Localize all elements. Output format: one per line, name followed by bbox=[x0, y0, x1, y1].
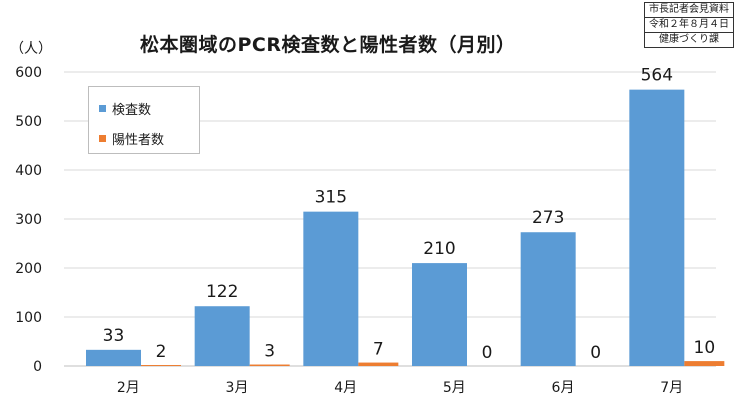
data-label-positives: 10 bbox=[694, 338, 716, 358]
x-tick-label: 2月 bbox=[117, 380, 140, 396]
legend-label-tests: 検査数 bbox=[112, 103, 152, 118]
data-label-positives: 0 bbox=[482, 343, 493, 363]
x-tick-label: 5月 bbox=[443, 380, 466, 396]
y-tick-label: 300 bbox=[15, 212, 42, 228]
x-tick-label: 3月 bbox=[226, 380, 249, 396]
chart-title: 松本圏域のPCR検査数と陽性者数（月別） bbox=[140, 34, 516, 56]
legend-swatch-positives bbox=[99, 135, 106, 142]
y-tick-label: 500 bbox=[15, 114, 42, 130]
y-tick-label: 600 bbox=[15, 65, 42, 81]
chart-legend: 検査数 陽性者数 bbox=[88, 86, 200, 154]
y-axis-unit-label: （人） bbox=[10, 41, 52, 57]
y-tick-label: 0 bbox=[33, 359, 42, 375]
stamp-line-3: 健康づくり課 bbox=[659, 34, 719, 45]
data-label-tests: 315 bbox=[315, 188, 347, 208]
data-label-tests: 210 bbox=[423, 239, 455, 259]
bar-tests bbox=[629, 89, 685, 366]
data-label-positives: 3 bbox=[264, 342, 275, 362]
data-label-tests: 122 bbox=[206, 282, 238, 302]
bar-tests bbox=[303, 211, 359, 366]
y-tick-label: 100 bbox=[15, 310, 42, 326]
x-tick-label: 4月 bbox=[334, 380, 357, 396]
bar-tests bbox=[520, 232, 576, 366]
bar-positives bbox=[684, 361, 725, 366]
legend-label-positives: 陽性者数 bbox=[112, 133, 165, 148]
data-label-positives: 0 bbox=[590, 343, 601, 363]
legend-item-positives: 陽性者数 bbox=[99, 129, 164, 148]
legend-item-tests: 検査数 bbox=[99, 99, 151, 118]
y-tick-label: 200 bbox=[15, 261, 42, 277]
data-label-positives: 2 bbox=[156, 342, 167, 362]
stamp-line-1: 市長記者会見資料 bbox=[645, 3, 733, 18]
bar-positives bbox=[249, 364, 290, 366]
data-label-tests: 273 bbox=[532, 208, 564, 228]
data-label-tests: 33 bbox=[103, 326, 125, 346]
y-tick-label: 400 bbox=[15, 163, 42, 179]
x-tick-label: 7月 bbox=[660, 380, 683, 396]
bar-positives bbox=[141, 365, 181, 366]
bar-tests bbox=[194, 306, 250, 366]
data-label-tests: 564 bbox=[641, 66, 673, 86]
bar-positives bbox=[358, 362, 399, 366]
bar-tests bbox=[412, 263, 467, 366]
data-label-positives: 7 bbox=[373, 340, 384, 360]
bar-tests bbox=[86, 349, 141, 366]
press-release-stamp: 市長記者会見資料 令和２年８月４日 健康づくり課 bbox=[644, 2, 734, 48]
x-tick-label: 6月 bbox=[552, 380, 575, 396]
legend-swatch-tests bbox=[99, 105, 106, 112]
stamp-line-2: 令和２年８月４日 bbox=[645, 18, 733, 33]
